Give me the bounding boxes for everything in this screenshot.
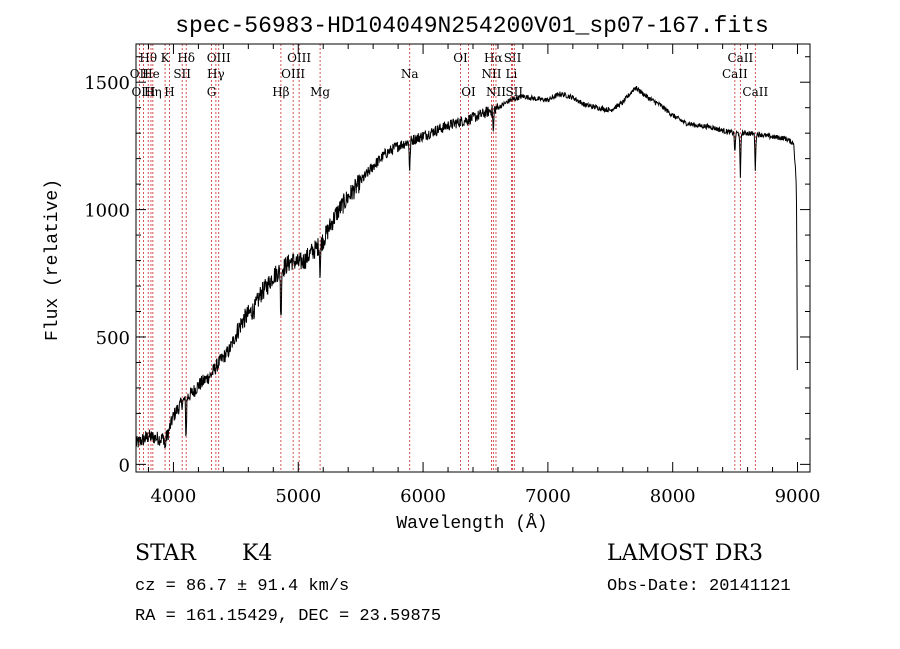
chart-title: spec-56983-HD104049N254200V01_sp07-167.f… — [175, 13, 769, 39]
survey-name: LAMOST DR3 — [607, 541, 763, 566]
line-label-10: Hγ — [207, 67, 225, 81]
y-tick-label-0: 0 — [119, 455, 130, 476]
y-axis: 0 500 1000 1500 — [84, 56, 810, 476]
line-label-20: NII — [481, 67, 501, 81]
x-tick-label-5000: 5000 — [275, 486, 321, 507]
line-label-5: Hη — [144, 85, 162, 99]
subclass: K4 — [242, 541, 272, 566]
y-tick-label-1500: 1500 — [84, 73, 130, 94]
line-label-1: OII — [130, 67, 150, 81]
x-tick-label-7000: 7000 — [525, 486, 571, 507]
line-label-7: SII — [173, 67, 191, 81]
line-label-17: OI — [453, 51, 468, 65]
line-label-8: H — [164, 85, 174, 99]
line-label-26: CaII — [722, 67, 748, 81]
x-tick-label-9000: 9000 — [775, 486, 821, 507]
line-label-3: Hθ — [139, 51, 157, 65]
velocity-readout: cz = 86.7 ± 91.4 km/s — [135, 577, 349, 596]
x-tick-label-8000: 8000 — [650, 486, 696, 507]
x-axis-label: Wavelength (Å) — [396, 513, 547, 534]
line-label-11: G — [207, 85, 217, 99]
line-label-4: He — [142, 67, 160, 81]
line-label-2: OIII — [131, 85, 155, 99]
x-axis: 4000 5000 6000 7000 8000 9000 — [147, 44, 821, 507]
line-label-12: OIII — [287, 51, 311, 65]
line-label-23: Li — [506, 67, 518, 81]
x-tick-label-6000: 6000 — [400, 486, 446, 507]
line-label-14: Hβ — [272, 85, 289, 99]
line-label-24: SII — [505, 85, 523, 99]
x-tick-label-4000: 4000 — [151, 486, 197, 507]
object-type: STAR — [135, 541, 197, 566]
line-label-27: CaII — [742, 85, 768, 99]
line-label-19: Hα — [484, 51, 503, 65]
spectrum-line — [135, 85, 798, 449]
line-label-16: Na — [401, 67, 419, 81]
line-label-13: OIII — [281, 67, 305, 81]
line-label-22: SII — [504, 51, 522, 65]
line-label-6: K — [161, 51, 171, 65]
line-label-15: Mg — [310, 85, 330, 99]
line-label-9: OIII — [207, 51, 231, 65]
plot-frame — [135, 43, 811, 473]
line-label-25: CaII — [727, 51, 753, 65]
y-tick-label-500: 500 — [96, 328, 130, 349]
line-label-18: OI — [461, 85, 476, 99]
obs-date: Obs-Date: 20141121 — [607, 577, 791, 596]
y-tick-label-1000: 1000 — [84, 201, 130, 222]
y-axis-label: Flux (relative) — [43, 179, 63, 341]
coordinates: RA = 161.15429, DEC = 23.59875 — [135, 607, 441, 626]
line-label-0: Hδ — [177, 51, 195, 65]
spectrum-series — [135, 85, 798, 449]
line-label-21: NII — [486, 85, 506, 99]
